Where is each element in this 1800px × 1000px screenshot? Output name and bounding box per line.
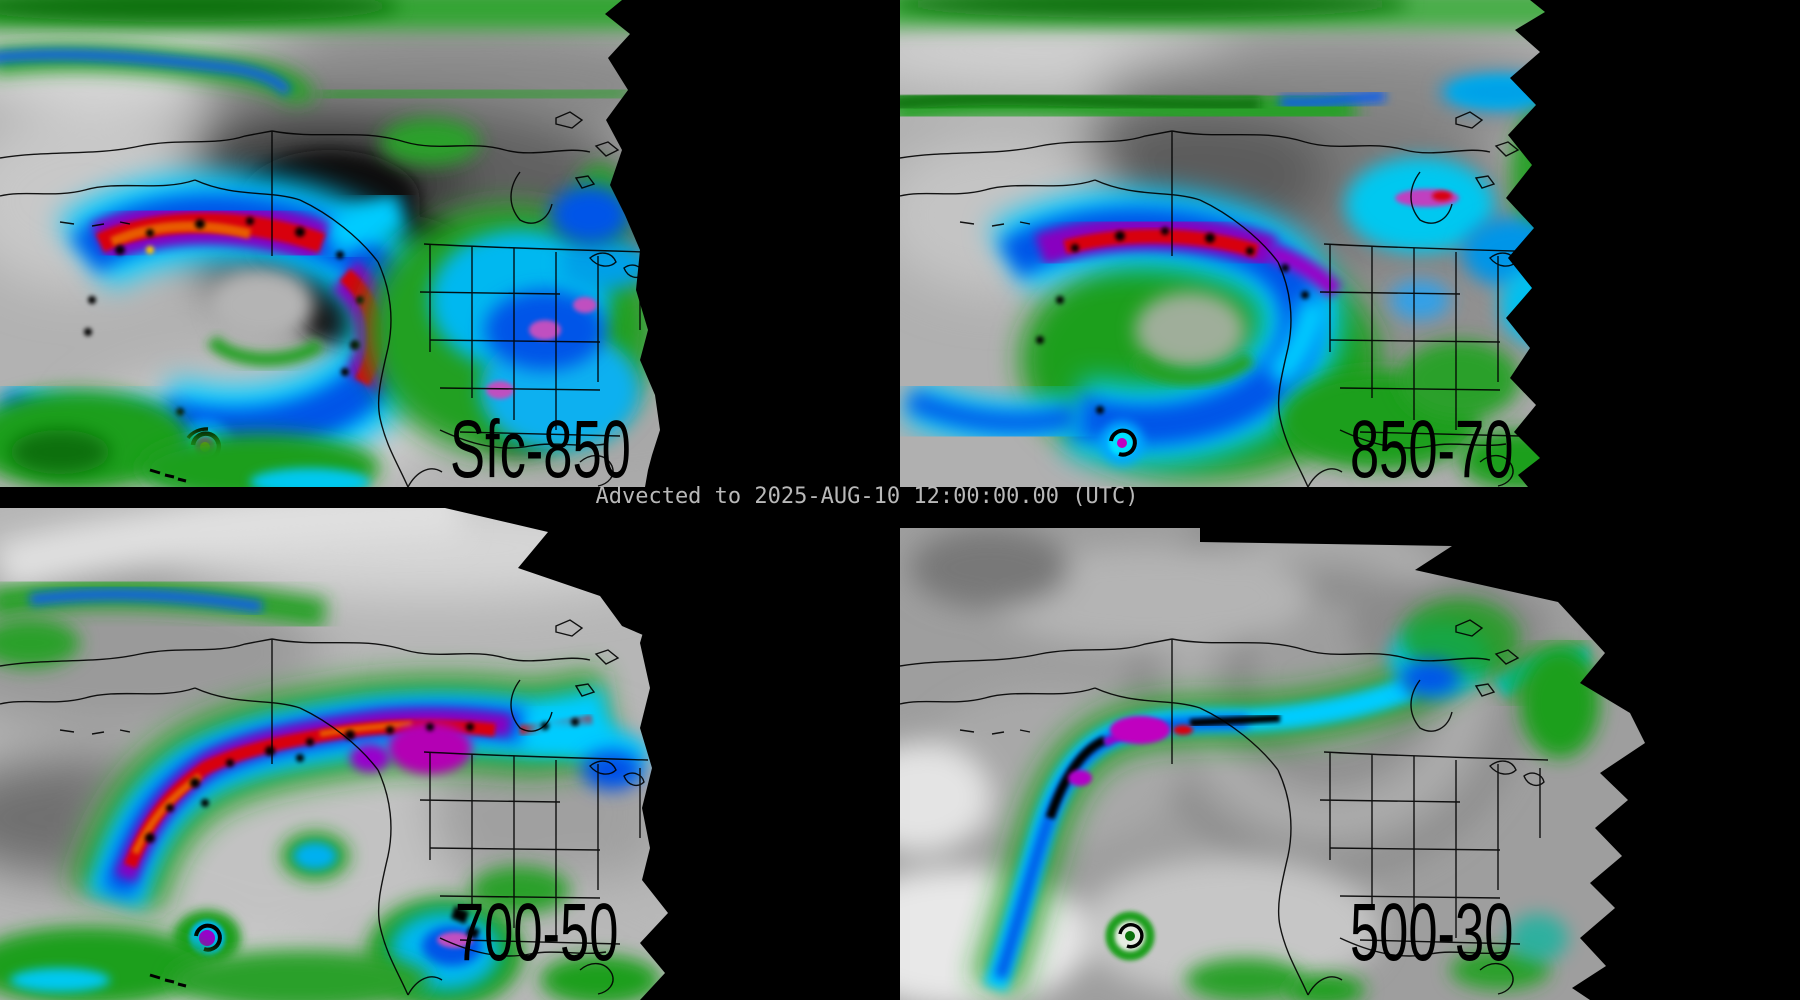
- border-green-patch: [1520, 648, 1600, 758]
- layer-label-group: 500-30: [1350, 886, 1513, 978]
- layer-label-group: 700-50: [455, 886, 618, 978]
- panel-bottom-left: 700-50: [0, 508, 900, 1000]
- data-edge-black: [640, 508, 900, 1000]
- bottom-greens: [1185, 914, 1568, 1000]
- arctic-green-bands: [0, 578, 328, 668]
- panel-label: 700-50: [455, 886, 618, 978]
- panel-label: Sfc-850: [450, 403, 631, 487]
- map-850-700: 850-70: [900, 0, 1800, 487]
- bottom-greens: [0, 866, 660, 1000]
- limb-notch-black: [445, 508, 650, 638]
- data-edge-black: [1506, 0, 1800, 487]
- limb-bright-arc: [0, 508, 461, 593]
- panel-label: 500-30: [1350, 886, 1513, 978]
- map-500-300: 500-30: [900, 508, 1800, 1000]
- layer-label-group: 850-70: [1350, 403, 1513, 487]
- limb-notch-black: [1200, 528, 1800, 653]
- data-edge-black: [1572, 653, 1800, 1000]
- panel-bottom-right: 500-30: [900, 508, 1800, 1000]
- panel-top-left: Sfc-850: [0, 0, 900, 487]
- atmospheric-river-band: [69, 669, 653, 914]
- hawaii-islands: [149, 973, 187, 988]
- map-700-500: 700-50: [0, 508, 900, 1000]
- panel-top-right: 850-70: [900, 0, 1800, 487]
- layer-label-group: Sfc-850: [450, 403, 631, 487]
- limb-top-black: [900, 508, 1800, 528]
- tropical-cyclone: [1105, 911, 1155, 961]
- south-green-field: [0, 390, 380, 487]
- data-edge-black: [605, 0, 900, 487]
- tropical-cyclone: [1100, 421, 1144, 465]
- pacific-moisture-plume: [901, 189, 1380, 480]
- advected-time-caption: Advected to 2025-AUG-10 12:00:00.00 (UTC…: [595, 484, 1139, 509]
- panel-label: 850-70: [1350, 403, 1513, 487]
- map-sfc-850: Sfc-850: [0, 0, 900, 487]
- jet-moisture-band: [971, 598, 1589, 996]
- hawaii-islands: [149, 468, 187, 483]
